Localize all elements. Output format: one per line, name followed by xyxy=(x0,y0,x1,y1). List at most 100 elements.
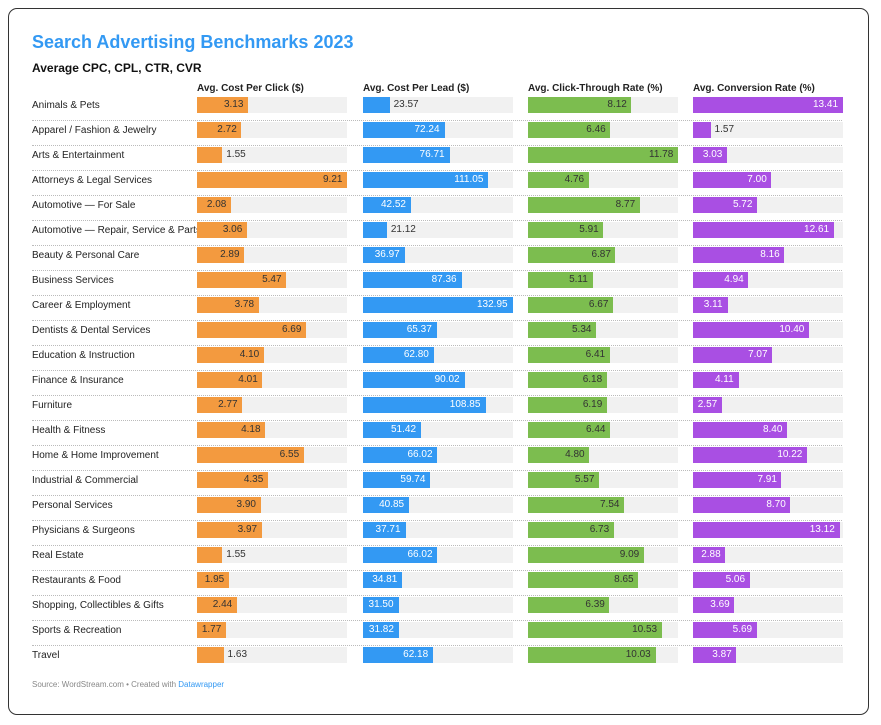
row-label: Restaurants & Food xyxy=(32,575,121,586)
data-label: 1.63 xyxy=(227,649,248,660)
bar-track: 8.70 xyxy=(693,497,843,513)
bar xyxy=(197,447,304,463)
bar-track: 6.19 xyxy=(528,397,678,413)
data-label: 2.77 xyxy=(218,399,238,410)
bar-track: 72.24 xyxy=(363,122,513,138)
chart-title: Search Advertising Benchmarks 2023 xyxy=(32,32,354,52)
data-label: 5.72 xyxy=(732,199,753,210)
data-label: 6.19 xyxy=(582,399,603,410)
bar xyxy=(197,547,223,563)
data-label: 40.85 xyxy=(379,499,405,510)
row-label: Education & Instruction xyxy=(32,350,135,361)
data-label: 34.81 xyxy=(372,574,398,585)
bar xyxy=(363,122,445,138)
bar-track: 5.06 xyxy=(693,572,843,588)
data-label: 8.40 xyxy=(762,424,783,435)
bar-track: 5.57 xyxy=(528,472,678,488)
bar-track: 59.74 xyxy=(363,472,513,488)
table-row: Personal Services 3.90 40.85 7.54 8.70 xyxy=(32,495,843,521)
bar xyxy=(528,172,589,188)
bar-track: 2.08 xyxy=(197,197,347,213)
data-label: 51.42 xyxy=(391,424,417,435)
data-label: 2.72 xyxy=(217,124,237,135)
data-label: 42.52 xyxy=(380,199,406,210)
data-label: 8.65 xyxy=(614,574,634,585)
data-label: 3.13 xyxy=(223,99,244,110)
bar-track: 3.78 xyxy=(197,297,347,313)
bar-track: 4.18 xyxy=(197,422,347,438)
data-label: 1.57 xyxy=(714,124,735,135)
data-label: 3.87 xyxy=(712,649,732,660)
bar xyxy=(363,172,489,188)
row-label: Animals & Pets xyxy=(32,100,100,111)
data-label: 3.03 xyxy=(702,149,723,160)
bar xyxy=(528,197,640,213)
bar-track: 10.22 xyxy=(693,447,843,463)
bar xyxy=(528,547,644,563)
bar xyxy=(197,247,245,263)
bar xyxy=(363,247,405,263)
data-label: 3.97 xyxy=(237,524,258,535)
bar xyxy=(693,597,735,613)
data-label: 6.73 xyxy=(589,524,610,535)
data-label: 3.69 xyxy=(710,599,730,610)
data-label: 36.97 xyxy=(374,249,400,260)
data-label: 7.91 xyxy=(757,474,777,485)
bar xyxy=(528,622,663,638)
row-label: Physicians & Surgeons xyxy=(32,525,135,536)
bar-track: 4.10 xyxy=(197,347,347,363)
column-header: Avg. Cost Per Click ($) xyxy=(197,83,304,94)
bar xyxy=(528,272,594,288)
bar-track: 5.72 xyxy=(693,197,843,213)
row-label: Home & Home Improvement xyxy=(32,450,159,461)
row-label: Arts & Entertainment xyxy=(32,150,125,161)
data-label: 108.85 xyxy=(449,399,481,410)
bar-track: 10.53 xyxy=(528,622,678,638)
table-row: Arts & Entertainment 1.55 76.71 11.78 3.03 xyxy=(32,145,843,171)
data-label: 6.69 xyxy=(281,324,302,335)
bar-track: 1.63 xyxy=(197,647,347,663)
chart-card xyxy=(8,8,869,715)
data-label: 31.82 xyxy=(368,624,394,635)
bar-track: 8.77 xyxy=(528,197,678,213)
table-row: Apparel / Fashion & Jewelry 2.72 72.24 6.46… xyxy=(32,120,843,146)
data-label: 4.01 xyxy=(238,374,258,385)
bar xyxy=(363,497,410,513)
bar-track: 2.72 xyxy=(197,122,347,138)
data-label: 6.41 xyxy=(585,349,606,360)
bar xyxy=(528,297,613,313)
data-label: 7.07 xyxy=(748,349,768,360)
bar-track: 4.80 xyxy=(528,447,678,463)
row-label: Automotive — Repair, Service & Parts xyxy=(32,225,201,236)
data-label: 4.80 xyxy=(565,449,585,460)
bar-track: 5.34 xyxy=(528,322,678,338)
bar-track: 6.18 xyxy=(528,372,678,388)
bar-track: 11.78 xyxy=(528,147,678,163)
bar xyxy=(197,472,268,488)
bar xyxy=(363,372,465,388)
data-label: 2.57 xyxy=(697,399,718,410)
table-row: Automotive — Repair, Service & Parts 3.06… xyxy=(32,220,843,246)
data-label: 6.18 xyxy=(582,374,603,385)
bar-track: 1.55 xyxy=(197,147,347,163)
table-row: Physicians & Surgeons 3.97 37.71 6.73 13.12 xyxy=(32,520,843,546)
datawrapper-link[interactable]: Datawrapper xyxy=(178,680,225,689)
bar xyxy=(197,422,266,438)
table-row: Industrial & Commercial 4.35 59.74 5.57 7.91 xyxy=(32,470,843,496)
column-header: Avg. Click-Through Rate (%) xyxy=(528,83,663,94)
bar-track: 2.88 xyxy=(693,547,843,563)
bar xyxy=(528,497,624,513)
bar xyxy=(363,347,434,363)
data-label: 8.16 xyxy=(760,249,780,260)
table-row: Travel 1.63 62.18 10.03 3.87 xyxy=(32,645,843,670)
data-label: 6.39 xyxy=(585,599,605,610)
data-label: 111.05 xyxy=(454,174,484,185)
bar xyxy=(363,572,403,588)
table-row: Dentists & Dental Services 6.69 65.37 5.34 1… xyxy=(32,320,843,346)
table-row: Automotive — For Sale 2.08 42.52 8.77 5.72 xyxy=(32,195,843,221)
data-label: 12.61 xyxy=(804,224,830,235)
bar xyxy=(528,147,678,163)
bar-track: 7.54 xyxy=(528,497,678,513)
data-label: 1.95 xyxy=(204,574,225,585)
table-row: Animals & Pets 3.13 23.57 8.12 13.41 xyxy=(32,95,843,121)
